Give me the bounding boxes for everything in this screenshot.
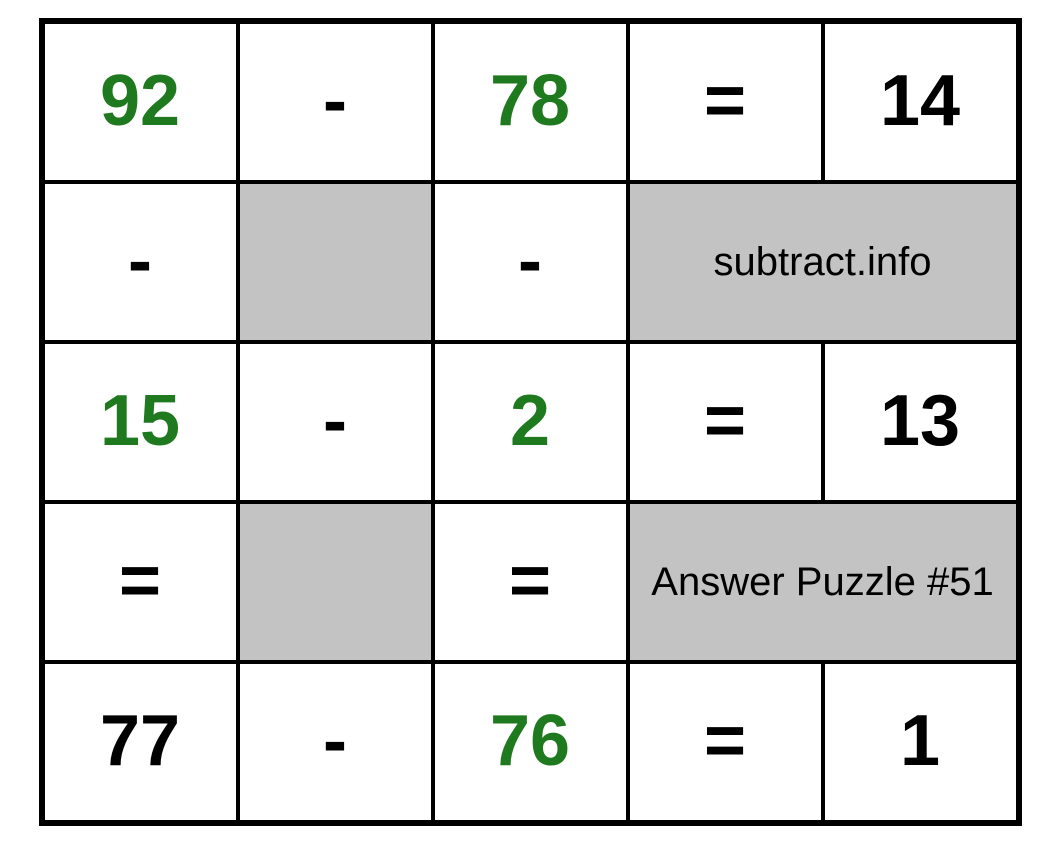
cell-label: Answer Puzzle #51	[628, 502, 1018, 662]
operator-symbol: =	[704, 62, 746, 141]
number-value: 15	[100, 382, 180, 461]
cell-operator: =	[433, 502, 628, 662]
number-value: 77	[100, 702, 180, 781]
cell-operator: -	[238, 342, 433, 502]
operator-symbol: -	[323, 382, 347, 461]
cell-number: 2	[433, 342, 628, 502]
label-text: subtract.info	[714, 240, 932, 284]
number-value: 1	[900, 702, 940, 781]
number-value: 14	[880, 62, 960, 141]
cell-blank	[238, 502, 433, 662]
operator-symbol: -	[323, 62, 347, 141]
cell-operator: -	[238, 662, 433, 822]
number-value: 2	[510, 382, 550, 461]
operator-symbol: =	[119, 542, 161, 621]
cell-number: 1	[823, 662, 1018, 822]
number-value: 92	[100, 62, 180, 141]
cell-number: 13	[823, 342, 1018, 502]
puzzle-grid: 92 - 78 = 14 - - subtract.info 15 - 2 = 13 = = Answer P…	[39, 18, 1022, 826]
number-value: 78	[490, 62, 570, 141]
cell-blank	[238, 182, 433, 342]
cell-operator: =	[628, 22, 823, 182]
cell-operator: -	[238, 22, 433, 182]
number-value: 76	[490, 702, 570, 781]
label-text: Answer Puzzle #51	[651, 560, 993, 604]
operator-symbol: -	[323, 702, 347, 781]
cell-operator: =	[628, 342, 823, 502]
operator-symbol: =	[704, 382, 746, 461]
cell-operator: =	[43, 502, 238, 662]
cell-number: 14	[823, 22, 1018, 182]
operator-symbol: =	[704, 702, 746, 781]
operator-symbol: -	[518, 222, 542, 301]
cell-number: 76	[433, 662, 628, 822]
cell-number: 92	[43, 22, 238, 182]
cell-label: subtract.info	[628, 182, 1018, 342]
operator-symbol: -	[128, 222, 152, 301]
cell-operator: =	[628, 662, 823, 822]
operator-symbol: =	[509, 542, 551, 621]
cell-operator: -	[43, 182, 238, 342]
cell-number: 77	[43, 662, 238, 822]
cell-number: 15	[43, 342, 238, 502]
cell-number: 78	[433, 22, 628, 182]
number-value: 13	[880, 382, 960, 461]
cell-operator: -	[433, 182, 628, 342]
